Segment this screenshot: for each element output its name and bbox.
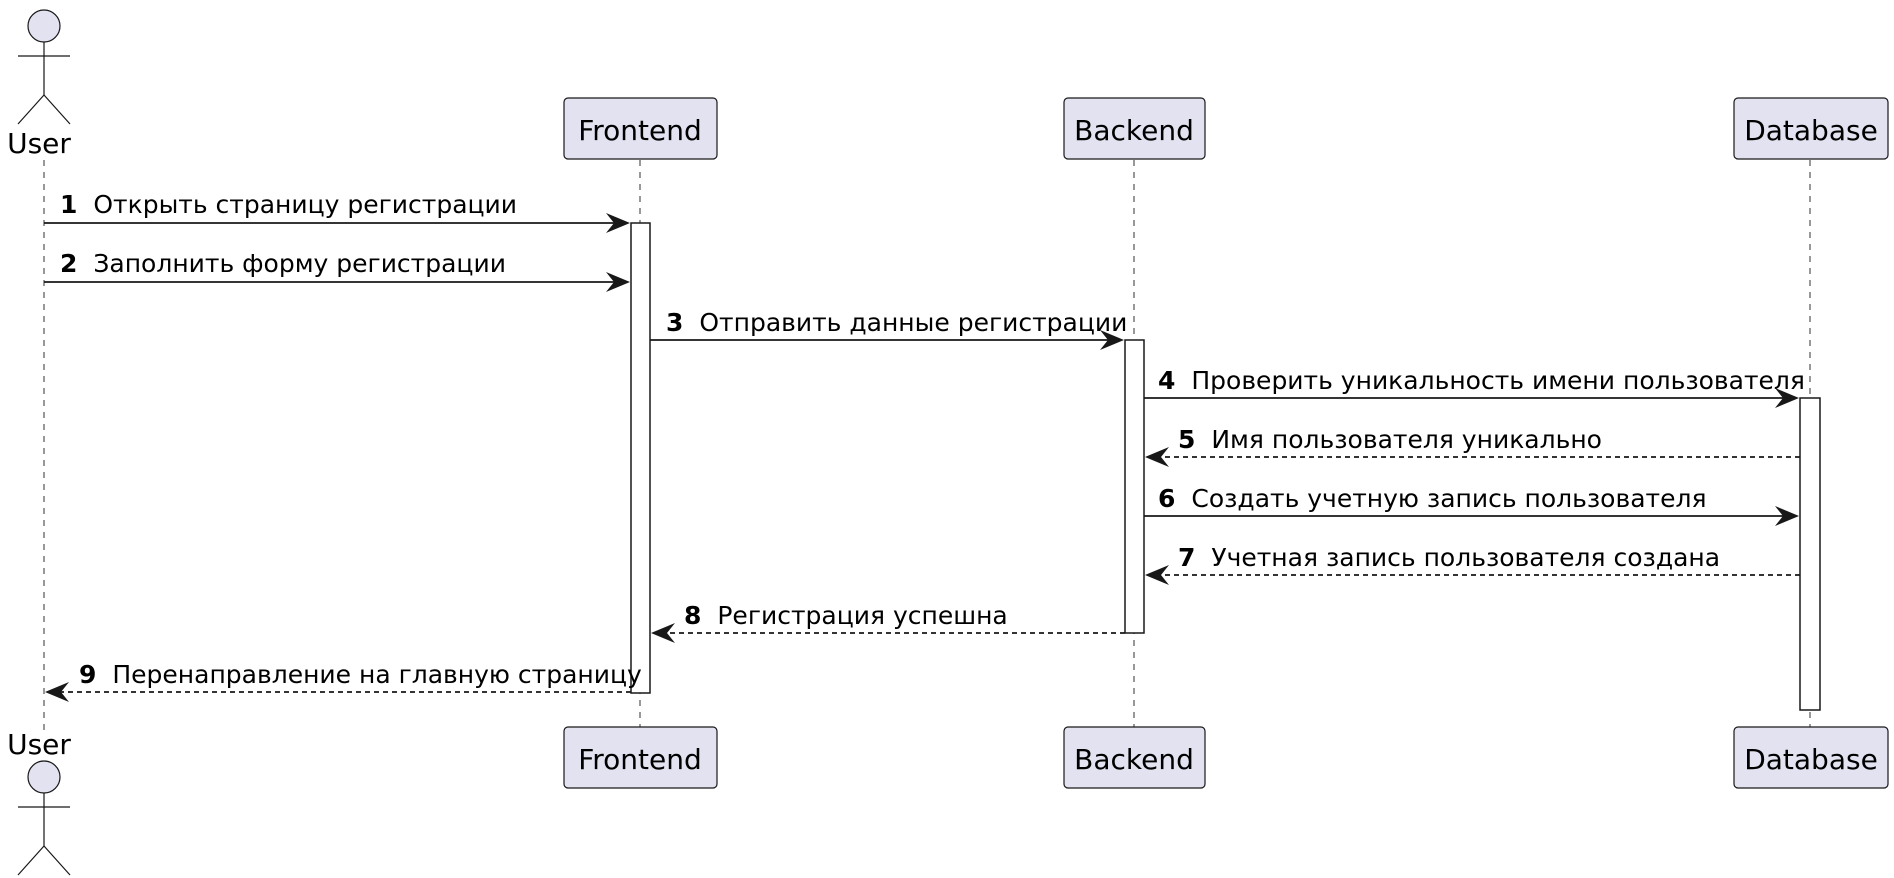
- message-label: 4 Проверить уникальность имени пользоват…: [1158, 366, 1805, 395]
- participant-frontend-bottom: Frontend: [563, 726, 718, 789]
- message-6: 6 Создать учетную запись пользователя: [1144, 484, 1799, 526]
- participant-backend-bottom: Backend: [1063, 726, 1206, 789]
- arrowhead: [606, 272, 630, 292]
- message-4: 4 Проверить уникальность имени пользоват…: [1144, 366, 1805, 408]
- message-number: 1: [60, 190, 77, 219]
- actor-label: User: [7, 127, 71, 160]
- participant-label: Database: [1744, 743, 1878, 776]
- message-text: Создать учетную запись пользователя: [1191, 484, 1706, 513]
- activation-frontend: [630, 222, 651, 694]
- participant-label: Database: [1744, 114, 1878, 147]
- message-8: 8 Регистрация успешна: [651, 601, 1125, 643]
- message-5: 5 Имя пользователя уникально: [1145, 425, 1800, 467]
- message-text: Имя пользователя уникально: [1211, 425, 1602, 454]
- message-number: 8: [684, 601, 701, 630]
- message-label: 5 Имя пользователя уникально: [1178, 425, 1602, 454]
- participant-label: Backend: [1074, 114, 1194, 147]
- message-7: 7 Учетная запись пользователя создана: [1145, 543, 1800, 585]
- arrowhead: [1145, 565, 1169, 585]
- message-9: 9 Перенаправление на главную страницу: [45, 660, 642, 702]
- message-text: Учетная запись пользователя создана: [1211, 543, 1720, 572]
- arrowhead: [1775, 388, 1799, 408]
- actor-icon: [27, 9, 61, 43]
- message-3: 3 Отправить данные регистрации: [650, 308, 1127, 350]
- message-number: 3: [666, 308, 683, 337]
- arrowhead: [1145, 447, 1169, 467]
- participant-database-top: Database: [1733, 97, 1889, 160]
- arrowhead: [1775, 506, 1799, 526]
- arrowhead: [606, 213, 630, 233]
- arrowhead: [1100, 330, 1124, 350]
- message-label: 8 Регистрация успешна: [684, 601, 1008, 630]
- actor-icon: [27, 760, 61, 794]
- actor-label: User: [7, 728, 71, 761]
- message-text: Отправить данные регистрации: [699, 308, 1127, 337]
- arrowhead: [651, 623, 675, 643]
- message-2: 2 Заполнить форму регистрации: [44, 249, 630, 292]
- participant-backend-top: Backend: [1063, 97, 1206, 160]
- message-label: 3 Отправить данные регистрации: [666, 308, 1127, 337]
- message-label: 1 Открыть страницу регистрации: [60, 190, 517, 219]
- message-label: 7 Учетная запись пользователя создана: [1178, 543, 1720, 572]
- message-number: 2: [60, 249, 77, 278]
- message-number: 9: [79, 660, 96, 689]
- message-text: Заполнить форму регистрации: [93, 249, 506, 278]
- message-label: 2 Заполнить форму регистрации: [60, 249, 506, 278]
- participant-label: Backend: [1074, 743, 1194, 776]
- activation-database: [1799, 397, 1821, 711]
- activation-backend: [1124, 339, 1145, 634]
- actor-user-top: User: [7, 9, 71, 160]
- message-number: 7: [1178, 543, 1195, 572]
- actor-user-bottom: User: [7, 728, 71, 876]
- message-number: 5: [1178, 425, 1195, 454]
- message-text: Проверить уникальность имени пользовател…: [1191, 366, 1805, 395]
- arrowhead: [45, 682, 69, 702]
- participant-database-bottom: Database: [1733, 726, 1889, 789]
- participant-label: Frontend: [578, 114, 702, 147]
- message-1: 1 Открыть страницу регистрации: [44, 190, 630, 233]
- participant-frontend-top: Frontend: [563, 97, 718, 160]
- message-number: 4: [1158, 366, 1175, 395]
- participant-label: Frontend: [578, 743, 702, 776]
- message-number: 6: [1158, 484, 1175, 513]
- message-text: Регистрация успешна: [717, 601, 1007, 630]
- message-label: 9 Перенаправление на главную страницу: [79, 660, 642, 689]
- message-label: 6 Создать учетную запись пользователя: [1158, 484, 1706, 513]
- message-text: Перенаправление на главную страницу: [112, 660, 642, 689]
- message-text: Открыть страницу регистрации: [93, 190, 517, 219]
